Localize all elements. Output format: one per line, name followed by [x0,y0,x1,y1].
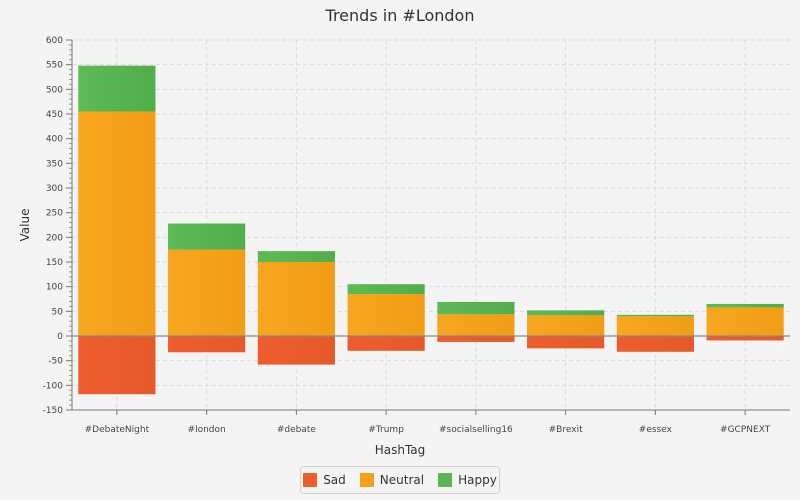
y-tick-label: 350 [46,159,63,169]
y-tick-label: 250 [46,209,63,219]
y-tick-label: 200 [46,233,63,243]
y-tick-label: 550 [46,61,63,71]
y-tick-label: 50 [52,307,64,317]
x-tick-label: #Trump [368,425,404,435]
x-tick-label: #DebateNight [85,425,150,435]
legend-item-happy: Happy [438,473,497,487]
y-axis-title: Value [18,209,32,242]
bar-neutral-4 [437,314,515,336]
legend-swatch [359,473,374,487]
x-tick-label: #debate [277,425,317,435]
legend-item-neutral: Neutral [359,473,425,487]
bar-neutral-0 [78,111,156,337]
bar-happy-4 [437,301,515,315]
axes: -150 -100 -50 0 50 100 150 200 250 300 350 400 450 50… [43,36,790,435]
legend-swatch [303,473,318,487]
legend-label: Sad [323,473,346,487]
chart-title: Trends in #London [325,6,475,25]
bar-sad-3 [347,336,425,351]
y-tick-label: 150 [46,258,63,268]
legend-label: Happy [458,473,497,487]
y-tick-label: -150 [43,406,64,416]
legend-swatch [438,473,453,487]
bar-neutral-6 [616,316,694,336]
x-axis-title: HashTag [375,443,426,457]
bar-happy-6 [616,314,694,317]
bar-neutral-1 [168,249,246,336]
bar-sad-5 [527,336,605,349]
x-tick-label: #socialselling16 [439,425,513,435]
y-tick-label: 450 [46,110,63,120]
x-tick-label: #essex [639,425,673,435]
y-tick-label: 500 [46,85,63,95]
bar-neutral-3 [347,294,425,336]
bar-sad-6 [616,336,694,352]
bar-neutral-2 [257,262,335,336]
bar-neutral-5 [527,315,605,336]
bar-sad-1 [168,336,246,353]
bar-sad-2 [257,336,335,365]
y-tick-label: 100 [46,283,63,293]
bar-happy-1 [168,223,246,250]
bar-sad-4 [437,336,515,342]
y-tick-label: 400 [46,135,63,145]
bar-happy-2 [257,251,335,262]
bar-sad-0 [78,336,156,395]
legend-label: Neutral [379,473,425,487]
bars [78,65,784,395]
legend-item-sad: Sad [303,473,346,487]
bar-happy-7 [706,303,784,308]
bar-happy-0 [78,65,156,112]
y-tick-label: 0 [57,332,63,342]
y-tick-label: -50 [48,357,63,367]
x-tick-label: #GCPNEXT [720,425,771,435]
bar-sad-7 [706,336,784,341]
bar-neutral-7 [706,307,784,336]
bar-happy-3 [347,284,425,295]
y-tick-label: 600 [46,36,63,46]
legend: Sad Neutral Happy [300,466,500,494]
x-tick-label: #Brexit [549,425,583,435]
y-tick-label: 300 [46,184,63,194]
x-tick-label: #london [188,425,226,435]
y-tick-label: -100 [43,381,64,391]
bar-happy-5 [527,310,605,316]
